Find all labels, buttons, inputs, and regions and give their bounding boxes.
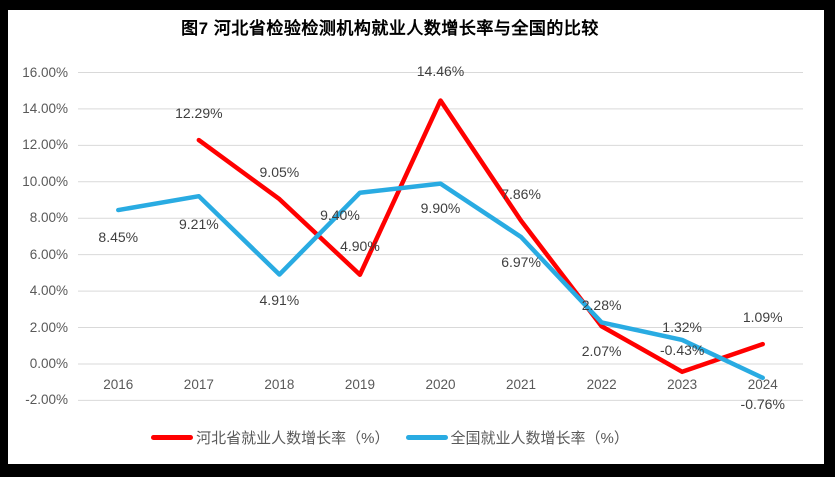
y-axis-tick-label: -2.00% <box>25 392 68 408</box>
data-label-national: 1.32% <box>662 318 703 335</box>
x-axis-tick-label: 2021 <box>506 377 537 392</box>
data-label-national: 9.90% <box>420 199 461 216</box>
legend-swatch-hebei-icon <box>151 435 194 440</box>
y-axis-tick-label: 14.00% <box>22 100 68 116</box>
x-axis-tick-label: 2020 <box>425 377 456 392</box>
data-label-hebei: 9.05% <box>259 164 300 181</box>
y-axis-tick-label: 6.00% <box>29 246 68 262</box>
x-axis-tick-label: 2016 <box>103 377 134 392</box>
x-axis-tick-label: 2017 <box>183 377 214 392</box>
y-axis-tick-label: 4.00% <box>29 283 68 299</box>
data-label-national: 8.45% <box>98 229 139 246</box>
data-label-hebei: 12.29% <box>175 105 223 122</box>
plot-area <box>78 72 803 401</box>
x-axis-tick-label: 2022 <box>586 377 617 392</box>
chart-title: 图7 河北省检验检测机构就业人数增长率与全国的比较 <box>181 19 599 38</box>
legend: 河北省就业人数增长率（%） 全国就业人数增长率（%） <box>8 427 772 448</box>
y-axis-tick-label: 2.00% <box>29 319 68 335</box>
legend-item-national: 全国就业人数增长率（%） <box>405 427 629 448</box>
x-axis-tick-label: 2024 <box>747 377 778 392</box>
y-axis-tick-label: 0.00% <box>29 355 68 371</box>
data-label-hebei: 2.07% <box>581 343 622 360</box>
data-label-hebei: 7.86% <box>501 185 541 202</box>
data-label-national: 9.40% <box>320 206 360 223</box>
legend-label-hebei: 河北省就业人数增长率（%） <box>196 430 390 447</box>
data-label-national: 9.21% <box>178 216 219 233</box>
series-line-hebei <box>196 98 765 375</box>
x-axis-tick-label: 2019 <box>344 377 375 392</box>
data-label-hebei: -0.43% <box>659 341 705 358</box>
x-axis-tick-label: 2018 <box>264 377 295 392</box>
legend-item-hebei: 河北省就业人数增长率（%） <box>151 427 390 448</box>
data-label-national: 6.97% <box>501 253 541 270</box>
data-label-hebei: 4.90% <box>340 237 380 254</box>
y-axis-tick-label: 8.00% <box>29 210 68 226</box>
data-label-national: 4.91% <box>259 291 300 308</box>
y-axis-tick-label: 16.00% <box>22 64 68 80</box>
legend-label-national: 全国就业人数增长率（%） <box>450 430 629 447</box>
y-axis-tick-label: 12.00% <box>22 137 68 153</box>
y-axis-tick-label: 10.00% <box>22 173 68 189</box>
x-axis-tick-label: 2023 <box>667 377 698 392</box>
data-label-national: -0.76% <box>740 395 785 412</box>
chart-canvas: 图7 河北省检验检测机构就业人数增长率与全国的比较 16.00% 14.00% 12… <box>8 10 824 464</box>
data-label-hebei: 14.46% <box>416 62 465 79</box>
data-label-national: 2.28% <box>581 297 622 314</box>
series-line-national <box>116 181 765 381</box>
data-label-hebei: 1.09% <box>742 309 783 326</box>
legend-swatch-national-icon <box>405 435 448 440</box>
